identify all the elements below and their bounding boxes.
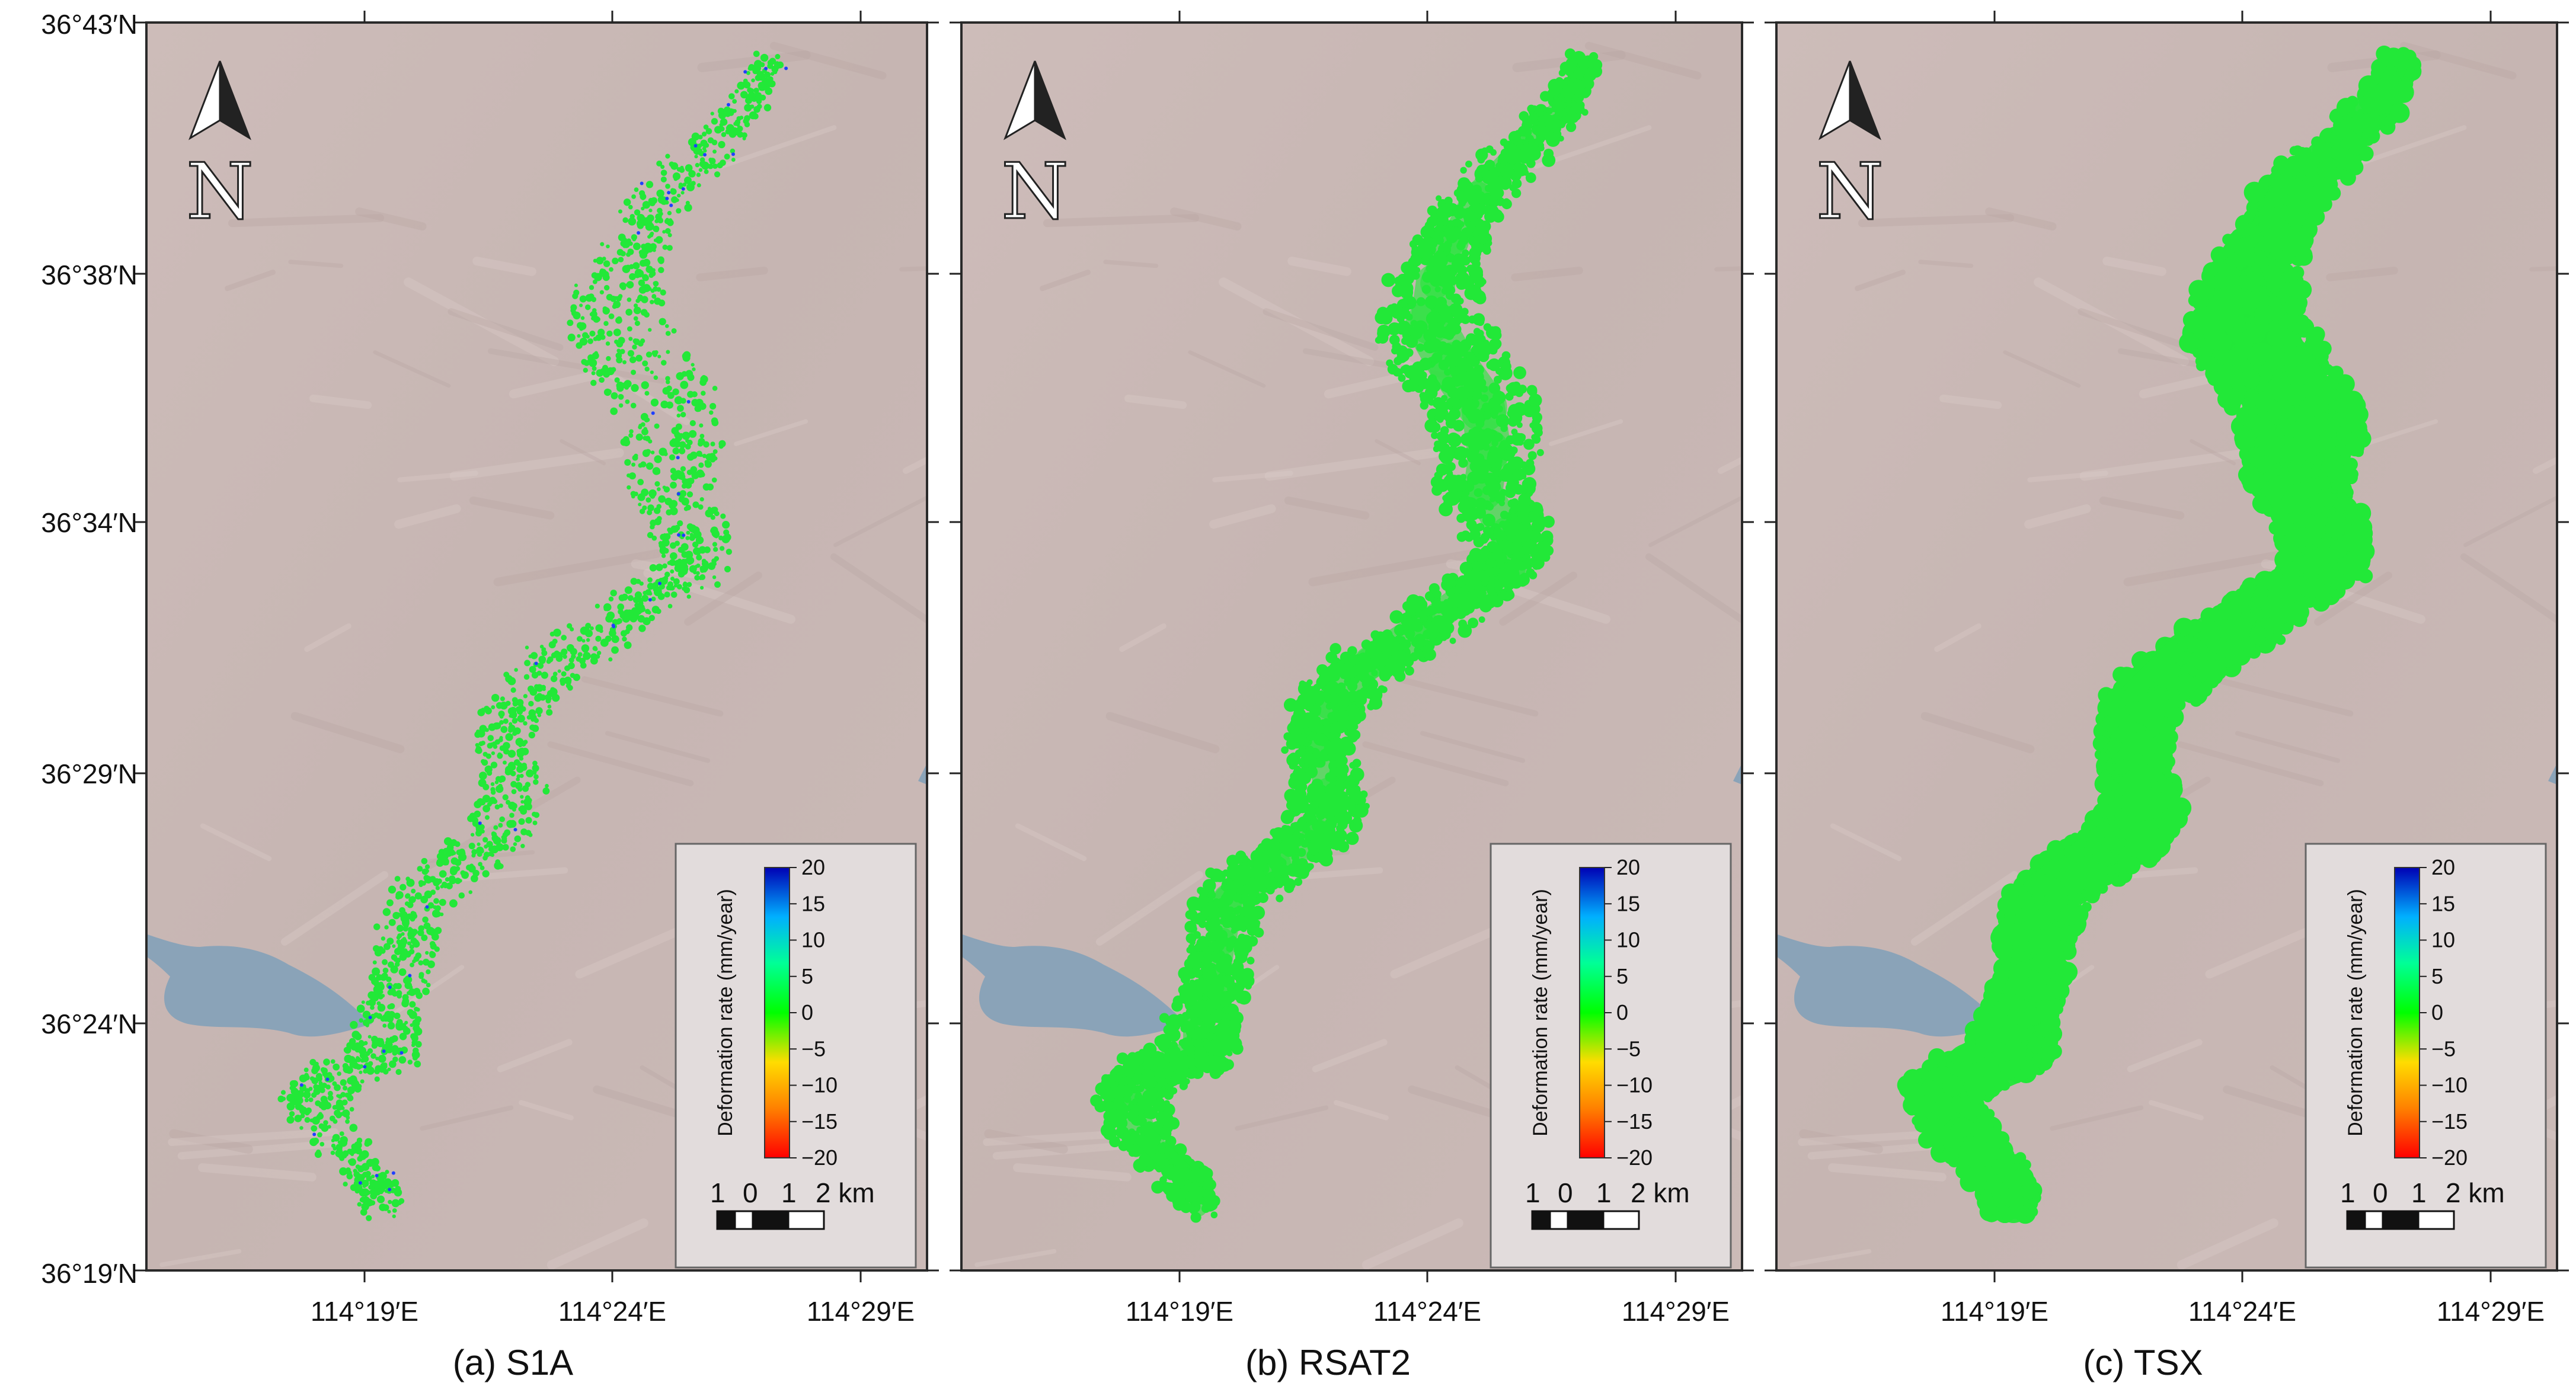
legend-tick-8: −20 <box>801 1145 838 1170</box>
deformation-points <box>1090 48 1603 1223</box>
deformation-points <box>277 50 788 1221</box>
reservoir-lake <box>146 934 372 1037</box>
lon-label-c-1: 114°24′E <box>2188 1296 2296 1327</box>
legend-tick-7: −15 <box>801 1109 838 1134</box>
scale-label-1: 0 <box>2373 1177 2388 1208</box>
lon-label-b-0: 114°19′E <box>1126 1296 1233 1327</box>
legend: Deformation rate (mm/year)20151050−5−10−… <box>2305 843 2547 1269</box>
legend-tick-7: −15 <box>1616 1109 1653 1134</box>
legend-tick-4: 0 <box>801 1000 813 1025</box>
scale-label-1: 0 <box>743 1177 758 1208</box>
legend-tick-4: 0 <box>1616 1000 1628 1025</box>
scale-label-0: 1 <box>710 1177 726 1208</box>
legend-title: Deformation rate (mm/year) <box>2344 889 2367 1137</box>
scale-label-0: 1 <box>1525 1177 1541 1208</box>
legend-tick-1: 15 <box>2431 891 2455 916</box>
lon-label-a-2: 114°29′E <box>807 1296 915 1327</box>
legend: Deformation rate (mm/year)20151050−5−10−… <box>1490 843 1732 1269</box>
north-letter: N <box>1816 146 1884 236</box>
legend-tick-1: 15 <box>801 891 825 916</box>
scale-label-3: 2 km <box>2446 1177 2505 1208</box>
legend-tick-2: 10 <box>1616 928 1640 952</box>
legend-tick-0: 20 <box>1616 855 1640 879</box>
axis-labels: 36°43′N 36°38′N 36°34′N 36°29′N 36°24′N … <box>41 9 138 1289</box>
deformation-points <box>1897 45 2422 1224</box>
scale-label-2: 1 <box>1596 1177 1612 1208</box>
legend-tick-8: −20 <box>1616 1145 1653 1170</box>
legend-tick-3: 5 <box>801 964 813 988</box>
reservoir-lake <box>1776 934 2002 1037</box>
legend-tick-4: 0 <box>2431 1000 2443 1025</box>
lat-label-4: 36°24′N <box>41 1009 138 1039</box>
lat-label-5: 36°19′N <box>41 1258 138 1289</box>
legend-tick-5: −5 <box>2431 1036 2456 1061</box>
legend-tick-6: −10 <box>2431 1073 2468 1097</box>
lat-label-2: 36°34′N <box>41 507 138 538</box>
lon-label-a-1: 114°24′E <box>558 1296 666 1327</box>
panel-caption-c: (c) TSX <box>2083 1343 2203 1382</box>
legend-tick-1: 15 <box>1616 891 1640 916</box>
north-arrow-icon: N <box>1816 60 1884 238</box>
legend: Deformation rate (mm/year)20151050−5−10−… <box>675 843 917 1269</box>
legend-tick-3: 5 <box>1616 964 1628 988</box>
scale-label-1: 0 <box>1558 1177 1573 1208</box>
lon-label-c-0: 114°19′E <box>1941 1296 2048 1327</box>
panel-caption-a: (a) S1A <box>453 1343 573 1382</box>
legend-tick-8: −20 <box>2431 1145 2468 1170</box>
lon-label-c-2: 114°29′E <box>2437 1296 2545 1327</box>
lat-label-0: 36°43′N <box>41 9 138 40</box>
north-arrow-icon: N <box>1001 60 1069 238</box>
scale-label-3: 2 km <box>1631 1177 1690 1208</box>
legend-tick-3: 5 <box>2431 964 2443 988</box>
legend-tick-0: 20 <box>2431 855 2455 879</box>
legend-tick-5: −5 <box>801 1036 826 1061</box>
legend-tick-2: 10 <box>801 928 825 952</box>
north-letter: N <box>186 146 254 236</box>
legend-title: Deformation rate (mm/year) <box>1529 889 1552 1137</box>
lon-label-b-1: 114°24′E <box>1373 1296 1481 1327</box>
scale-label-2: 1 <box>781 1177 797 1208</box>
north-letter: N <box>1001 146 1069 236</box>
scale-label-3: 2 km <box>816 1177 875 1208</box>
legend-tick-2: 10 <box>2431 928 2455 952</box>
lon-label-b-2: 114°29′E <box>1622 1296 1730 1327</box>
reservoir-lake <box>961 934 1187 1037</box>
scale-label-0: 1 <box>2340 1177 2356 1208</box>
lon-label-a-0: 114°19′E <box>311 1296 418 1327</box>
lat-label-3: 36°29′N <box>41 758 138 789</box>
legend-tick-0: 20 <box>801 855 825 879</box>
legend-title: Deformation rate (mm/year) <box>714 889 737 1137</box>
legend-tick-5: −5 <box>1616 1036 1641 1061</box>
panel-caption-b: (b) RSAT2 <box>1245 1343 1411 1382</box>
north-arrow-icon: N <box>186 60 254 238</box>
legend-tick-7: −15 <box>2431 1109 2468 1134</box>
scale-label-2: 1 <box>2411 1177 2427 1208</box>
lat-label-1: 36°38′N <box>41 260 138 290</box>
legend-tick-6: −10 <box>801 1073 838 1097</box>
legend-tick-6: −10 <box>1616 1073 1653 1097</box>
